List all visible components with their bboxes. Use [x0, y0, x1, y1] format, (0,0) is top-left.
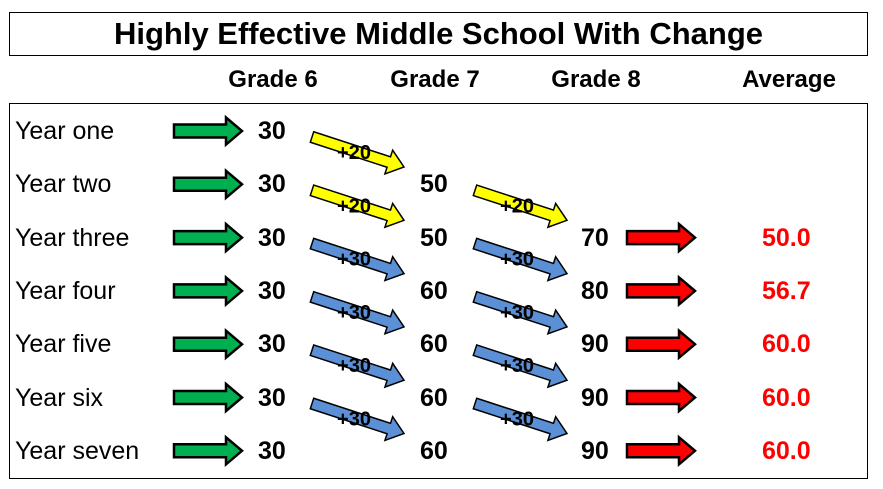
grade7-value: 60: [420, 276, 448, 305]
data-panel: [9, 103, 868, 479]
header-grade-6: Grade 6: [228, 66, 318, 93]
row-label: Year seven: [15, 436, 140, 465]
change-arrow-6-7-shape: [309, 344, 406, 389]
average-value: 60.0: [762, 330, 811, 359]
green-arrow-icon: [172, 114, 244, 148]
change-arrow-7-8-shape: [472, 184, 569, 229]
green-arrow-icon: [172, 434, 244, 467]
change-arrow-6-7: +20: [309, 130, 406, 176]
page-title: Highly Effective Middle School With Chan…: [113, 16, 764, 51]
grade6-value: 30: [258, 276, 286, 305]
row-label: Year six: [15, 383, 104, 412]
grade8-value: 70: [581, 223, 609, 252]
grade6-value: 30: [258, 330, 286, 359]
change-arrow-6-7-shape: [309, 237, 406, 282]
change-arrow-7-8: +20: [472, 184, 569, 229]
row-label: Year five: [15, 330, 112, 359]
change-arrow-6-7: +30: [309, 344, 406, 389]
header-average: Average: [742, 66, 836, 93]
change-arrow-7-8: +30: [472, 237, 569, 282]
change-label: +30: [337, 249, 371, 271]
change-label: +30: [337, 409, 371, 431]
header-grade-7: Grade 7: [390, 66, 480, 93]
red-arrow-icon: [625, 381, 697, 414]
change-arrow-6-7-shape: [309, 184, 406, 229]
change-arrow-7-8-shape: [472, 290, 569, 336]
change-label: +30: [500, 302, 534, 324]
change-arrow-7-8: +30: [472, 397, 569, 442]
grade6-value: 30: [258, 436, 286, 465]
change-arrow-6-7-shape: [309, 397, 406, 442]
green-arrow-icon: [172, 381, 244, 414]
change-label: +30: [500, 409, 534, 431]
change-arrow-7-8-shape: [472, 344, 569, 389]
grade8-value: 80: [581, 276, 609, 305]
green-arrow-icon: [172, 221, 244, 254]
grade7-value: 50: [420, 170, 448, 199]
grade7-value: 60: [420, 330, 448, 359]
grade6-value: 30: [258, 117, 286, 145]
change-label: +20: [337, 142, 371, 164]
change-label: +20: [500, 195, 534, 217]
change-label: +30: [337, 302, 371, 324]
green-arrow-icon: [172, 168, 244, 201]
row-label: Year four: [15, 276, 116, 305]
grade6-value: 30: [258, 170, 286, 199]
change-arrow-6-7: +30: [309, 290, 406, 336]
grade7-value: 50: [420, 223, 448, 252]
change-arrow-7-8-shape: [472, 397, 569, 442]
change-arrow-7-8: +30: [472, 344, 569, 389]
grade7-value: 60: [420, 436, 448, 465]
change-label: +30: [500, 355, 534, 377]
change-label: +30: [337, 355, 371, 377]
change-arrow-6-7: +30: [309, 397, 406, 442]
title-box: Highly Effective Middle School With Chan…: [9, 12, 868, 56]
change-label: +30: [500, 249, 534, 271]
header-grade-8: Grade 8: [551, 66, 641, 93]
change-label: +20: [337, 195, 371, 217]
change-arrow-7-8-shape: [472, 237, 569, 282]
average-value: 50.0: [762, 223, 811, 252]
change-arrow-6-7-shape: [309, 130, 406, 176]
green-arrow-icon: [172, 274, 244, 308]
green-arrow-icon: [172, 328, 244, 361]
grade6-value: 30: [258, 383, 286, 412]
average-value: 60.0: [762, 436, 811, 465]
row-label: Year two: [15, 170, 112, 199]
red-arrow-icon: [625, 274, 697, 308]
change-arrow-6-7: +20: [309, 184, 406, 229]
grade7-value: 60: [420, 383, 448, 412]
change-arrow-6-7: +30: [309, 237, 406, 282]
average-value: 60.0: [762, 383, 811, 412]
red-arrow-icon: [625, 434, 697, 467]
row-label: Year one: [15, 117, 115, 145]
grade8-value: 90: [581, 330, 609, 359]
red-arrow-icon: [625, 328, 697, 361]
average-value: 56.7: [762, 276, 811, 305]
change-arrow-6-7-shape: [309, 290, 406, 336]
change-arrow-7-8: +30: [472, 290, 569, 336]
red-arrow-icon: [625, 221, 697, 254]
grade6-value: 30: [258, 223, 286, 252]
grade8-value: 90: [581, 436, 609, 465]
grade8-value: 90: [581, 383, 609, 412]
row-label: Year three: [15, 223, 130, 252]
